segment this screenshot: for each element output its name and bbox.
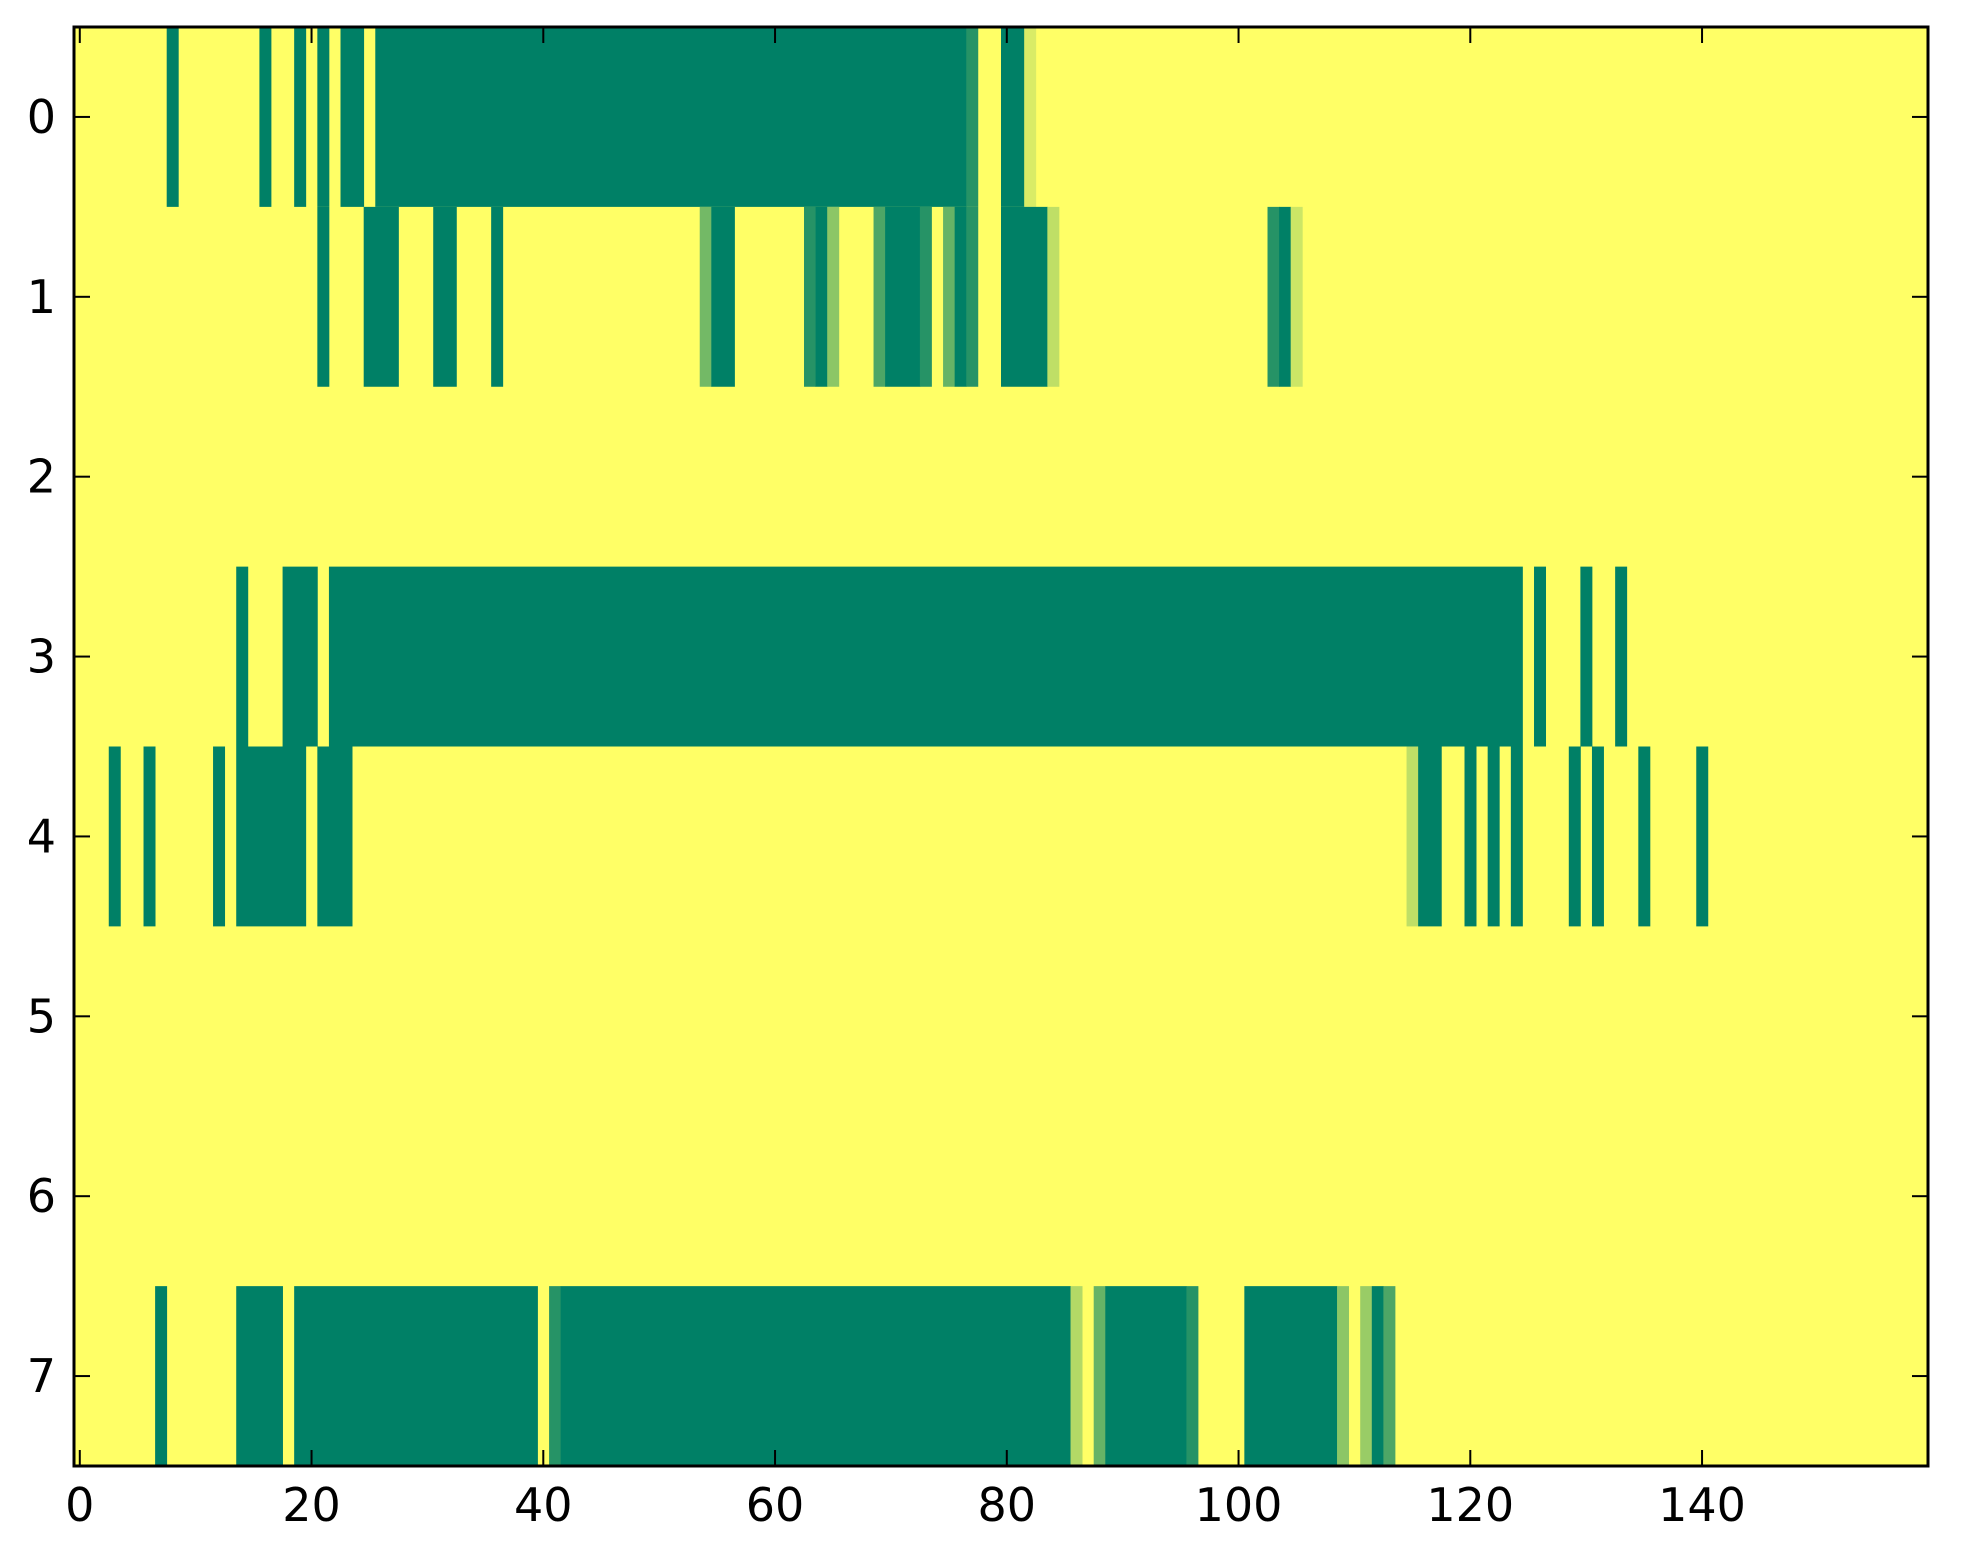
x-tick-label-80: 80 — [978, 1478, 1037, 1532]
heatmap-cell-row-4-col-14-19 — [236, 746, 307, 927]
heatmap-cell-row-0-col-16-16 — [259, 27, 272, 207]
x-tick-label-100: 100 — [1195, 1478, 1283, 1532]
y-axis-tick-labels: 0 1 2 3 4 5 6 7 — [27, 90, 56, 1403]
y-tick-label-3: 3 — [27, 630, 56, 684]
heatmap-cell-row-7-col-19-39 — [294, 1286, 538, 1467]
heatmap-cell-row-7-col-113-113 — [1383, 1286, 1396, 1467]
heatmap-cell-row-7-col-112-112 — [1371, 1286, 1384, 1467]
heatmap-cell-row-1-col-77-77 — [966, 206, 979, 387]
heatmap-cell-row-4-col-135-135 — [1638, 746, 1651, 927]
x-tick-label-20: 20 — [282, 1478, 341, 1532]
heatmap-cell-row-1-col-55-56 — [711, 206, 735, 387]
heatmap-cell-row-1-col-84-84 — [1047, 206, 1060, 387]
y-tick-label-5: 5 — [27, 989, 56, 1043]
heatmap-cell-row-1-col-69-69 — [873, 206, 886, 387]
heatmap-cell-row-4-col-124-124 — [1510, 746, 1523, 927]
heatmap-cell-row-7-col-14-17 — [236, 1286, 283, 1467]
heatmap-cell-row-1-col-80-83 — [1001, 206, 1048, 387]
heatmap-cell-row-1-col-64-64 — [815, 206, 828, 387]
heatmap-cell-row-0-col-80-81 — [1001, 27, 1025, 207]
heatmap-cell-row-7-col-42-85 — [560, 1286, 1071, 1467]
plot-area — [74, 27, 1928, 1467]
y-tick-label-6: 6 — [27, 1169, 56, 1223]
heatmap-cell-row-4-col-21-23 — [317, 746, 353, 927]
heatmap-cell-row-1-col-31-32 — [433, 206, 457, 387]
heatmap-cell-row-1-col-25-27 — [363, 206, 399, 387]
y-tick-label-2: 2 — [27, 450, 56, 504]
heatmap-cell-row-1-col-21-21 — [317, 206, 330, 387]
heatmap-cell-row-7-col-101-108 — [1244, 1286, 1338, 1467]
heatmap-cell-row-3-col-126-126 — [1534, 566, 1547, 747]
heatmap-cell-row-3-col-133-133 — [1615, 566, 1628, 747]
axis-ticks — [74, 27, 1928, 1466]
heatmap-cell-row-4-col-3-3 — [108, 746, 121, 927]
x-tick-label-40: 40 — [514, 1478, 573, 1532]
heatmap-cell-row-0-col-77-77 — [966, 27, 979, 207]
heatmap-cell-row-0-col-23-24 — [340, 27, 365, 207]
heatmap-cell-row-7-col-88-88 — [1093, 1286, 1106, 1467]
heatmap-cell-row-4-col-120-120 — [1464, 746, 1477, 927]
heatmap-cell-row-4-col-140-140 — [1696, 746, 1709, 927]
x-tick-label-120: 120 — [1426, 1478, 1514, 1532]
x-tick-label-60: 60 — [746, 1478, 805, 1532]
heatmap-cell-row-0-col-82-82 — [1024, 27, 1037, 207]
y-tick-label-0: 0 — [27, 90, 56, 144]
heatmap-cell-row-4-col-131-131 — [1591, 746, 1604, 927]
heatmap-cell-row-4-col-6-6 — [143, 746, 156, 927]
x-tick-label-0: 0 — [65, 1478, 94, 1532]
heatmap-cell-row-7-col-109-109 — [1337, 1286, 1350, 1467]
heatmap-cell-row-1-col-104-104 — [1279, 206, 1292, 387]
heatmap-cell-row-1-col-70-72 — [885, 206, 921, 387]
x-axis-tick-labels: 0 20 40 60 80 100 120 140 — [65, 1478, 1746, 1532]
heatmap-cell-row-4-col-115-115 — [1406, 746, 1419, 927]
heatmap-cell-row-7-col-96-96 — [1186, 1286, 1199, 1467]
heatmap-cell-row-7-col-111-111 — [1360, 1286, 1373, 1467]
heatmap-cell-row-7-col-86-86 — [1070, 1286, 1083, 1467]
heatmap-cell-row-1-col-63-63 — [804, 206, 816, 387]
heatmap-cell-row-3-col-14-14 — [236, 566, 249, 747]
heatmap-cell-row-7-col-89-95 — [1105, 1286, 1187, 1467]
x-tick-label-140: 140 — [1658, 1478, 1746, 1532]
heatmap-cells — [108, 27, 1709, 1467]
heatmap-cell-row-7-col-41-41 — [549, 1286, 562, 1467]
heatmap-cell-row-4-col-116-117 — [1418, 746, 1442, 927]
heatmap-cell-row-0-col-21-21 — [317, 27, 330, 207]
heatmap-cell-row-1-col-103-103 — [1267, 206, 1280, 387]
heatmap-cell-row-7-col-7-7 — [155, 1286, 168, 1467]
y-tick-label-7: 7 — [27, 1349, 56, 1403]
heatmap-cell-row-1-col-75-75 — [943, 206, 956, 387]
heatmap-cell-row-4-col-122-122 — [1487, 746, 1500, 927]
heatmap-cell-row-1-col-76-76 — [954, 206, 967, 387]
heatmap-cell-row-3-col-18-20 — [282, 566, 318, 747]
heatmap-cell-row-1-col-105-105 — [1290, 206, 1303, 387]
y-tick-label-1: 1 — [27, 270, 56, 324]
heatmap-cell-row-4-col-12-12 — [213, 746, 226, 927]
heatmap-cell-row-0-col-8-8 — [166, 27, 179, 207]
heatmap-cell-row-3-col-130-130 — [1580, 566, 1593, 747]
heatmap-cell-row-3-col-22-124 — [328, 566, 1523, 747]
heatmap-cell-row-1-col-73-73 — [919, 206, 932, 387]
axes-frame — [72, 25, 1930, 1468]
heatmap-cell-row-1-col-54-54 — [699, 206, 712, 387]
heatmap-cell-row-0-col-19-19 — [294, 27, 307, 207]
y-tick-label-4: 4 — [27, 809, 56, 863]
heatmap-cell-row-1-col-36-36 — [491, 206, 504, 387]
heatmap-cell-row-4-col-129-129 — [1568, 746, 1581, 927]
heatmap-cell-row-0-col-26-76 — [375, 27, 967, 207]
heatmap-cell-row-1-col-65-65 — [827, 206, 840, 387]
